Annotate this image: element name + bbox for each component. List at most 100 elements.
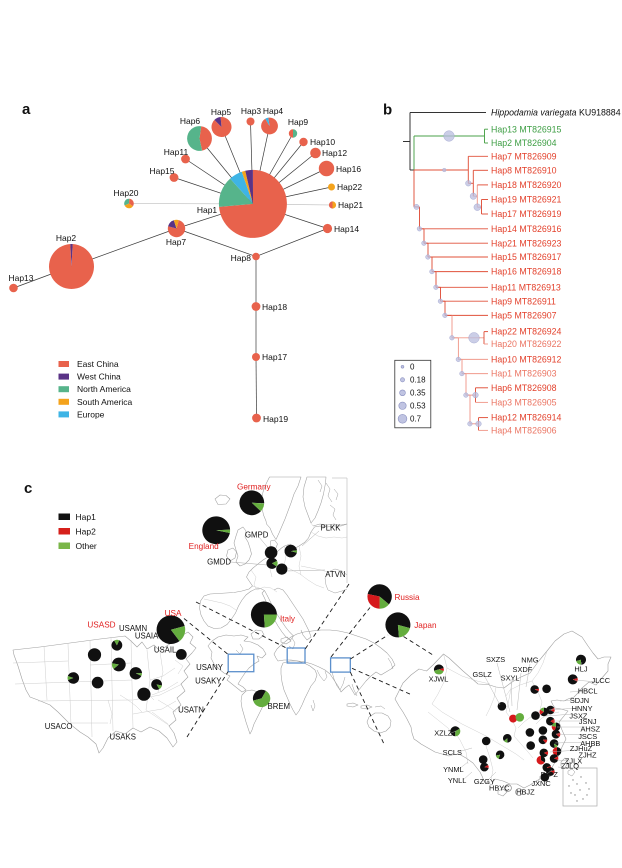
svg-text:Hap5 MT826907: Hap5 MT826907 bbox=[491, 311, 557, 321]
svg-text:ZJLX: ZJLX bbox=[565, 756, 582, 765]
svg-text:Hap13 MT826915: Hap13 MT826915 bbox=[491, 124, 562, 134]
svg-text:Hap20: Hap20 bbox=[113, 188, 138, 198]
svg-text:Hap7 MT826909: Hap7 MT826909 bbox=[491, 151, 557, 161]
svg-text:a: a bbox=[22, 101, 31, 118]
svg-text:AHBB: AHBB bbox=[580, 739, 600, 748]
svg-text:Hap19 MT826921: Hap19 MT826921 bbox=[491, 195, 562, 205]
svg-text:Hap11 MT826913: Hap11 MT826913 bbox=[491, 282, 561, 292]
svg-text:Europe: Europe bbox=[77, 409, 105, 419]
svg-text:Hap18 MT826920: Hap18 MT826920 bbox=[491, 180, 562, 190]
svg-text:HBYC: HBYC bbox=[489, 784, 510, 793]
svg-text:Hap3: Hap3 bbox=[241, 106, 262, 116]
svg-text:Hap2: Hap2 bbox=[56, 233, 77, 243]
svg-text:Hap15: Hap15 bbox=[149, 166, 174, 176]
svg-text:GZGY: GZGY bbox=[474, 777, 495, 786]
svg-text:YNLL: YNLL bbox=[448, 776, 467, 785]
svg-text:Hap8: Hap8 bbox=[231, 253, 252, 263]
svg-text:c: c bbox=[24, 480, 32, 497]
svg-text:0.7: 0.7 bbox=[410, 415, 422, 424]
svg-text:Hap16 MT826918: Hap16 MT826918 bbox=[491, 267, 562, 277]
svg-text:USAKY: USAKY bbox=[195, 677, 222, 686]
svg-text:USASD: USASD bbox=[87, 621, 115, 630]
svg-text:SXZS: SXZS bbox=[486, 655, 505, 664]
svg-text:SXYL: SXYL bbox=[501, 674, 520, 683]
svg-text:Hap2: Hap2 bbox=[76, 526, 97, 536]
svg-text:North America: North America bbox=[77, 384, 131, 394]
svg-text:USATN: USATN bbox=[178, 706, 204, 715]
svg-text:Hap21: Hap21 bbox=[338, 200, 363, 210]
svg-text:USA: USA bbox=[165, 609, 182, 618]
svg-text:HBJZ: HBJZ bbox=[516, 787, 535, 796]
svg-text:Hap1: Hap1 bbox=[76, 512, 97, 522]
svg-text:JSNJ: JSNJ bbox=[579, 717, 597, 726]
svg-text:Hap17 MT826919: Hap17 MT826919 bbox=[491, 209, 562, 219]
svg-text:HNNY: HNNY bbox=[572, 704, 593, 713]
svg-text:Hap4 MT826906: Hap4 MT826906 bbox=[491, 426, 557, 436]
svg-text:GMDD: GMDD bbox=[207, 557, 231, 566]
svg-text:BREM: BREM bbox=[268, 702, 291, 711]
svg-text:Germany: Germany bbox=[237, 483, 272, 492]
svg-text:Hap16: Hap16 bbox=[336, 164, 361, 174]
svg-text:0.53: 0.53 bbox=[410, 402, 426, 411]
svg-text:Hap2 MT826904: Hap2 MT826904 bbox=[491, 138, 557, 148]
svg-text:Hap1: Hap1 bbox=[197, 205, 218, 215]
svg-text:JXNC: JXNC bbox=[531, 779, 551, 788]
svg-text:USANY: USANY bbox=[196, 663, 224, 672]
svg-text:0.18: 0.18 bbox=[410, 376, 426, 385]
svg-text:ZJHZ: ZJHZ bbox=[578, 751, 597, 760]
svg-text:USAKS: USAKS bbox=[109, 733, 135, 742]
svg-text:England: England bbox=[189, 542, 219, 551]
svg-text:Hap18: Hap18 bbox=[262, 302, 287, 312]
svg-text:Hap13: Hap13 bbox=[8, 273, 33, 283]
svg-text:Hap22: Hap22 bbox=[337, 182, 362, 192]
svg-text:AHSZ: AHSZ bbox=[580, 725, 600, 734]
svg-text:Italy: Italy bbox=[280, 614, 296, 623]
svg-text:Hap21 MT826923: Hap21 MT826923 bbox=[491, 238, 562, 248]
svg-text:Hap12 MT826914: Hap12 MT826914 bbox=[491, 413, 562, 423]
svg-text:Hap6: Hap6 bbox=[180, 116, 201, 126]
svg-text:JLCC: JLCC bbox=[592, 676, 611, 685]
svg-text:NMG: NMG bbox=[521, 656, 538, 665]
svg-text:ZJLQ: ZJLQ bbox=[561, 762, 579, 771]
svg-text:Hap20 MT826922: Hap20 MT826922 bbox=[491, 339, 562, 349]
svg-text:USAIA: USAIA bbox=[135, 632, 159, 641]
svg-text:0.35: 0.35 bbox=[410, 389, 426, 398]
svg-text:Hap11: Hap11 bbox=[164, 147, 189, 157]
svg-text:HBCL: HBCL bbox=[578, 687, 598, 696]
svg-text:ZJHuZ: ZJHuZ bbox=[570, 744, 593, 753]
svg-text:b: b bbox=[383, 102, 392, 119]
svg-text:PLKK: PLKK bbox=[321, 523, 342, 532]
svg-text:HLJ: HLJ bbox=[574, 664, 587, 673]
svg-text:GSLZ: GSLZ bbox=[472, 670, 492, 679]
svg-text:Hap5: Hap5 bbox=[211, 107, 232, 117]
svg-text:XJWL: XJWL bbox=[429, 674, 449, 683]
svg-text:GMPD: GMPD bbox=[245, 531, 269, 540]
svg-text:SDJN: SDJN bbox=[570, 696, 589, 705]
svg-text:Hap22 MT826924: Hap22 MT826924 bbox=[491, 327, 562, 337]
svg-text:Hap15 MT826917: Hap15 MT826917 bbox=[491, 252, 562, 262]
svg-text:SXDF: SXDF bbox=[513, 665, 533, 674]
svg-text:JSXZ: JSXZ bbox=[569, 712, 588, 721]
svg-text:Hap14 MT826916: Hap14 MT826916 bbox=[491, 224, 562, 234]
svg-text:USAMN: USAMN bbox=[119, 624, 147, 633]
svg-text:Hap10 MT826912: Hap10 MT826912 bbox=[491, 355, 562, 365]
svg-text:SCLS: SCLS bbox=[443, 748, 462, 757]
svg-text:YNML: YNML bbox=[443, 765, 464, 774]
svg-text:Hap14: Hap14 bbox=[334, 224, 359, 234]
svg-text:Russia: Russia bbox=[395, 593, 420, 602]
svg-text:JSCS: JSCS bbox=[578, 732, 597, 741]
svg-text:Japan: Japan bbox=[414, 621, 437, 630]
svg-text:Hippodamia variegata KU918884: Hippodamia variegata KU918884 bbox=[491, 108, 621, 118]
svg-text:USAIL: USAIL bbox=[154, 645, 177, 654]
svg-text:FJFZ: FJFZ bbox=[541, 770, 559, 779]
svg-text:Hap4: Hap4 bbox=[263, 106, 284, 116]
svg-text:Hap8 MT826910: Hap8 MT826910 bbox=[491, 165, 557, 175]
svg-text:Hap17: Hap17 bbox=[262, 352, 287, 362]
svg-text:Hap7: Hap7 bbox=[166, 237, 187, 247]
svg-text:Hap12: Hap12 bbox=[322, 148, 347, 158]
svg-text:West China: West China bbox=[77, 372, 121, 382]
svg-text:Hap9 MT826911: Hap9 MT826911 bbox=[491, 296, 556, 306]
svg-text:East China: East China bbox=[77, 359, 119, 369]
svg-text:Hap19: Hap19 bbox=[263, 414, 288, 424]
svg-text:ATVN: ATVN bbox=[325, 570, 345, 579]
